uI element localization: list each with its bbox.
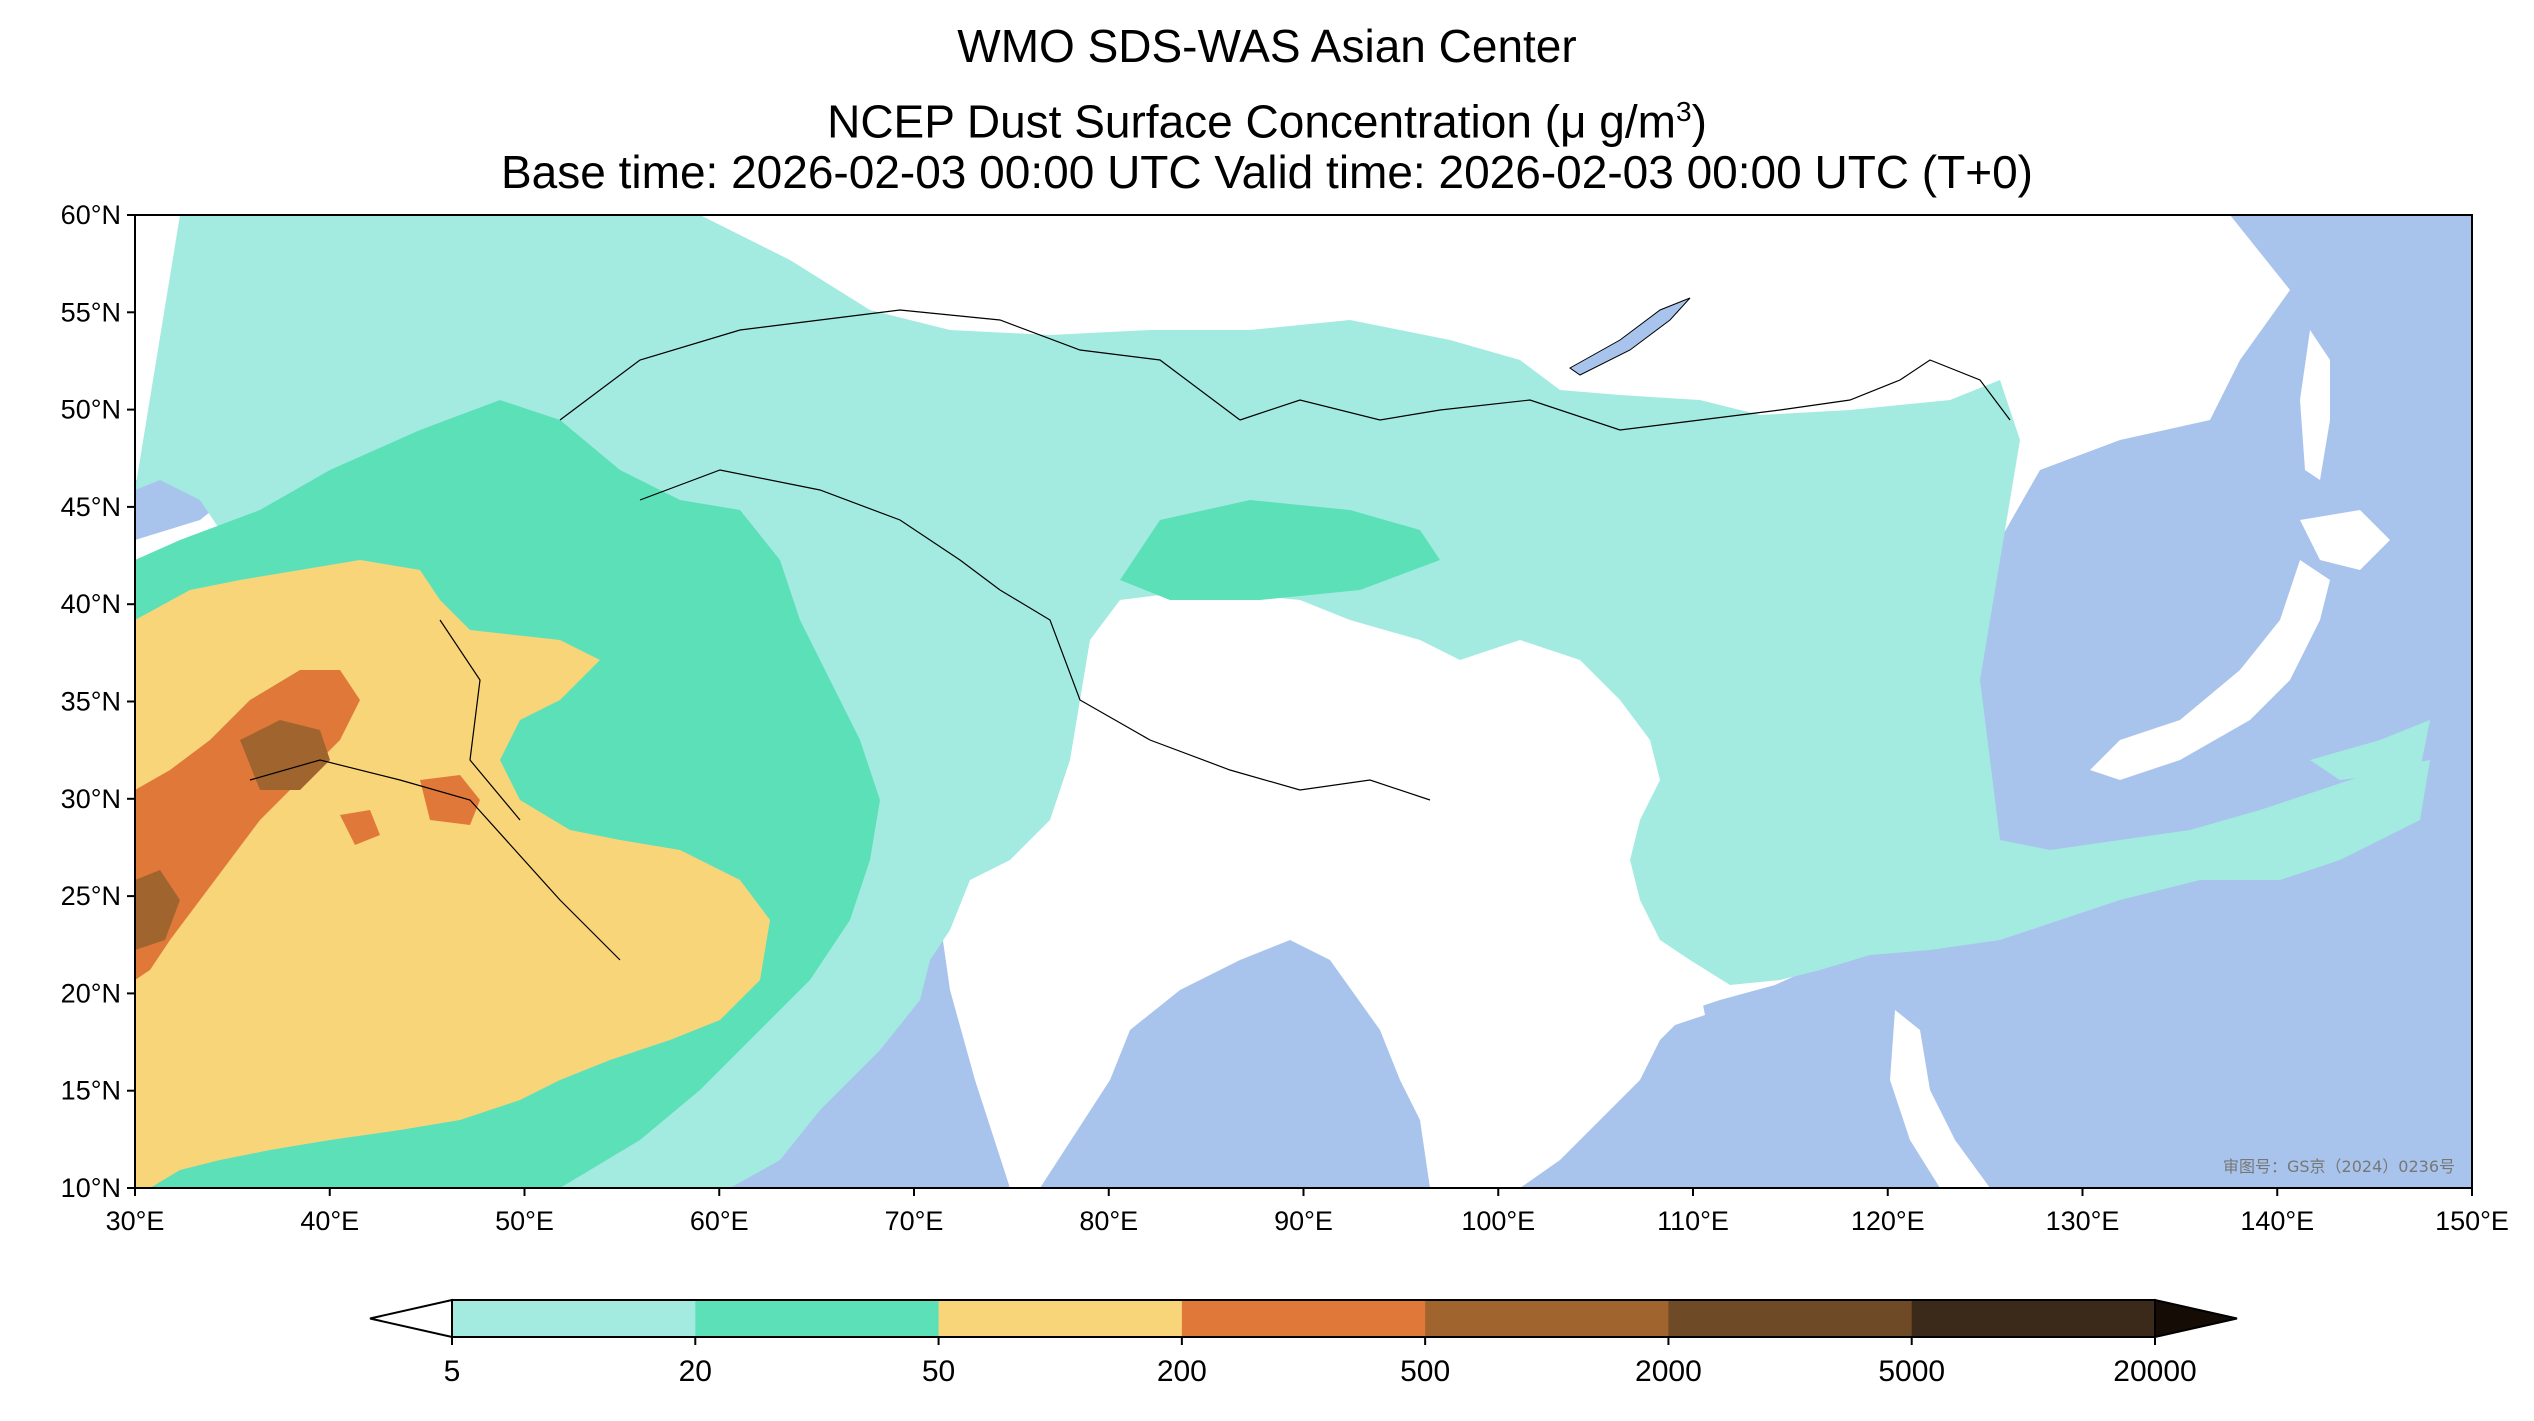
border-saudi [249, 759, 621, 961]
lon-tick-label: 150°E [2435, 1206, 2509, 1236]
colorbar-tick-label: 5000 [1878, 1355, 1945, 1388]
colorbar-segment [938, 1300, 1183, 1337]
land-philippines [1890, 1010, 1990, 1188]
border-india-north [999, 589, 1431, 801]
colorbar-extend-over [2154, 1298, 2238, 1339]
time-info: Base time: 2026-02-03 00:00 UTC Valid ti… [501, 146, 2033, 198]
lat-tick-label: 55°N [61, 297, 121, 327]
lat-tick-label: 10°N [61, 1173, 121, 1203]
latitude-axis: 60°N 55°N 50°N 45°N 40°N 35°N 30°N 25°N 20°N 15°N… [61, 200, 135, 1203]
lat-tick-label: 45°N [61, 492, 121, 522]
lat-tick-label: 30°N [61, 784, 121, 814]
colorbar-segment [1911, 1300, 2156, 1337]
colorbar: 5 20 50 200 500 2000 5000 20000 [369, 1298, 2238, 1388]
lat-tick-label: 50°N [61, 395, 121, 425]
lon-tick-label: 60°E [690, 1206, 749, 1236]
dust-level-5-20-east-sea [2310, 720, 2430, 780]
colorbar-tick-label: 5 [444, 1355, 461, 1388]
dust-level-500-2000-west [135, 870, 180, 950]
lon-tick-label: 100°E [1461, 1206, 1535, 1236]
land-hainan [1665, 990, 1705, 1025]
colorbar-segment [452, 1300, 696, 1337]
map-approval-number: 审图号：GS京（2024）0236号 [2223, 1157, 2455, 1176]
lat-tick-label: 35°N [61, 687, 121, 717]
lat-tick-label: 60°N [61, 200, 121, 230]
colorbar-segment [1425, 1300, 1669, 1337]
lon-tick-label: 80°E [1079, 1206, 1138, 1236]
lon-tick-label: 70°E [885, 1206, 944, 1236]
dust-level-500-2000 [240, 720, 330, 790]
colorbar-tick-label: 20000 [2113, 1355, 2196, 1388]
colorbar-tick-label: 2000 [1635, 1355, 1702, 1388]
colorbar-tick-label: 50 [922, 1355, 955, 1388]
lat-tick-label: 15°N [61, 1076, 121, 1106]
country-borders [249, 309, 2011, 961]
colorbar-segment [1668, 1300, 1913, 1337]
border-central-asia [639, 469, 1001, 591]
land-sakhalin [2300, 330, 2330, 480]
land-japan [2090, 560, 2330, 780]
lon-tick-label: 140°E [2240, 1206, 2314, 1236]
colorbar-segment [1181, 1300, 1426, 1337]
land-hokkaido [2300, 510, 2390, 570]
colorbar-outline [451, 1299, 2156, 1338]
longitude-axis: 30°E 40°E 50°E 60°E 70°E 80°E 90°E 100°E 110°E 12… [106, 1188, 2509, 1236]
map-area: 审图号：GS京（2024）0236号 [135, 215, 2472, 1188]
lake-baikal [1569, 297, 1691, 376]
lon-tick-label: 130°E [2046, 1206, 2120, 1236]
colorbar-tick-label: 20 [679, 1355, 712, 1388]
colorbar-tick-label: 500 [1400, 1355, 1450, 1388]
lon-tick-label: 110°E [1657, 1206, 1729, 1236]
lat-tick-label: 20°N [61, 978, 121, 1008]
subtitle-end: ) [1691, 95, 1707, 148]
dust-level-200-500-spot1 [420, 775, 480, 825]
lon-tick-label: 40°E [300, 1206, 359, 1236]
colorbar-tick-label: 200 [1157, 1355, 1207, 1388]
lat-tick-label: 40°N [61, 589, 121, 619]
border-iran-iraq [439, 619, 521, 821]
subtitle-superscript: 3 [1675, 96, 1692, 127]
chart-title: WMO SDS-WAS Asian Center [957, 20, 1577, 72]
border-kazakhstan [559, 309, 1241, 421]
lon-tick-label: 30°E [106, 1206, 165, 1236]
lat-tick-label: 25°N [61, 881, 121, 911]
dust-level-200-500-spot2 [340, 810, 380, 845]
chart-subtitle: NCEP Dust Surface Concentration (μ g/m3) [0, 84, 2534, 149]
lon-tick-label: 120°E [1851, 1206, 1925, 1236]
colorbar-segment [695, 1300, 940, 1337]
colorbar-extend-under [369, 1298, 453, 1339]
dust-level-20-50-central [1120, 500, 1440, 600]
border-china-north [1239, 359, 2011, 431]
subtitle-text: NCEP Dust Surface Concentration (μ g/m [827, 95, 1676, 148]
land-sri-lanka [1025, 1120, 1050, 1180]
lon-tick-label: 90°E [1274, 1206, 1333, 1236]
lon-tick-label: 50°E [495, 1206, 554, 1236]
